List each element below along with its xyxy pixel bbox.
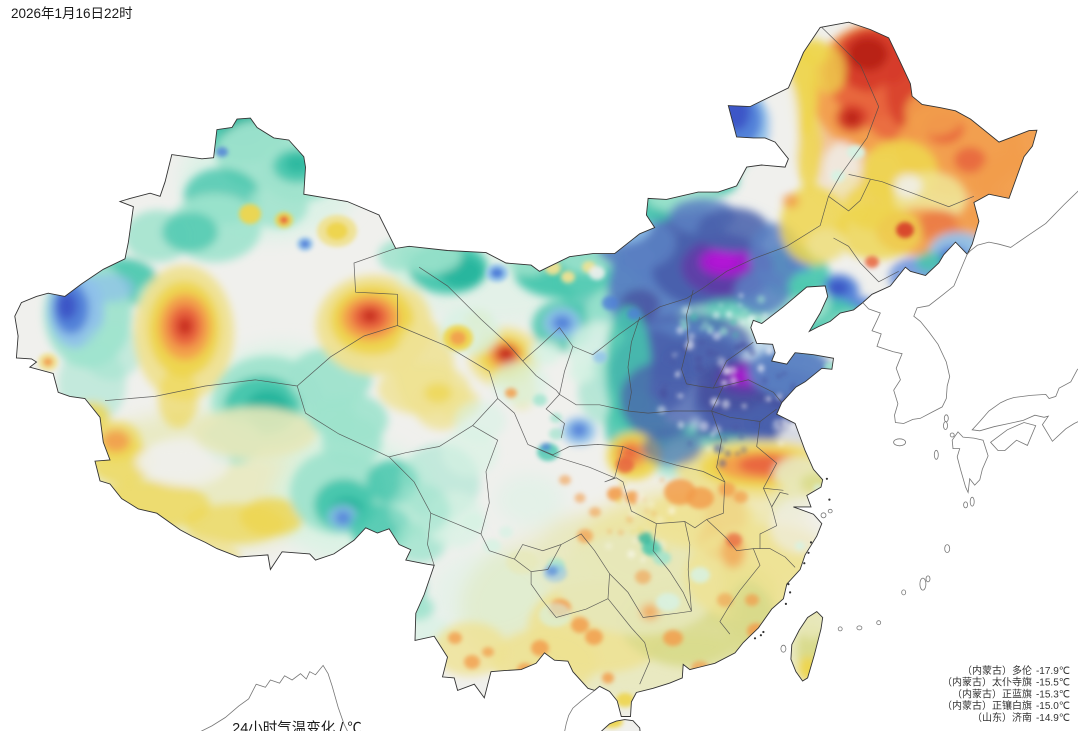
svg-text:2026年1月16日22时: 2026年1月16日22时: [11, 6, 133, 21]
svg-text:-14.9℃: -14.9℃: [1036, 713, 1070, 724]
svg-text:（内蒙古）多伦: （内蒙古）多伦: [962, 664, 1032, 677]
svg-text:-15.3℃: -15.3℃: [1036, 689, 1070, 700]
svg-text:-17.9℃: -17.9℃: [1036, 666, 1070, 677]
svg-text:24小时气温变化 / ℃: 24小时气温变化 / ℃: [232, 720, 362, 731]
svg-text:（内蒙古）太仆寺旗: （内蒙古）太仆寺旗: [942, 676, 1032, 689]
svg-text:（内蒙古）正蓝旗: （内蒙古）正蓝旗: [952, 687, 1032, 700]
svg-text:（山东）济南: （山东）济南: [972, 711, 1032, 724]
svg-text:-15.5℃: -15.5℃: [1036, 678, 1070, 689]
svg-text:-15.0℃: -15.0℃: [1036, 701, 1070, 712]
svg-text:（内蒙古）正镶白旗: （内蒙古）正镶白旗: [942, 699, 1032, 712]
